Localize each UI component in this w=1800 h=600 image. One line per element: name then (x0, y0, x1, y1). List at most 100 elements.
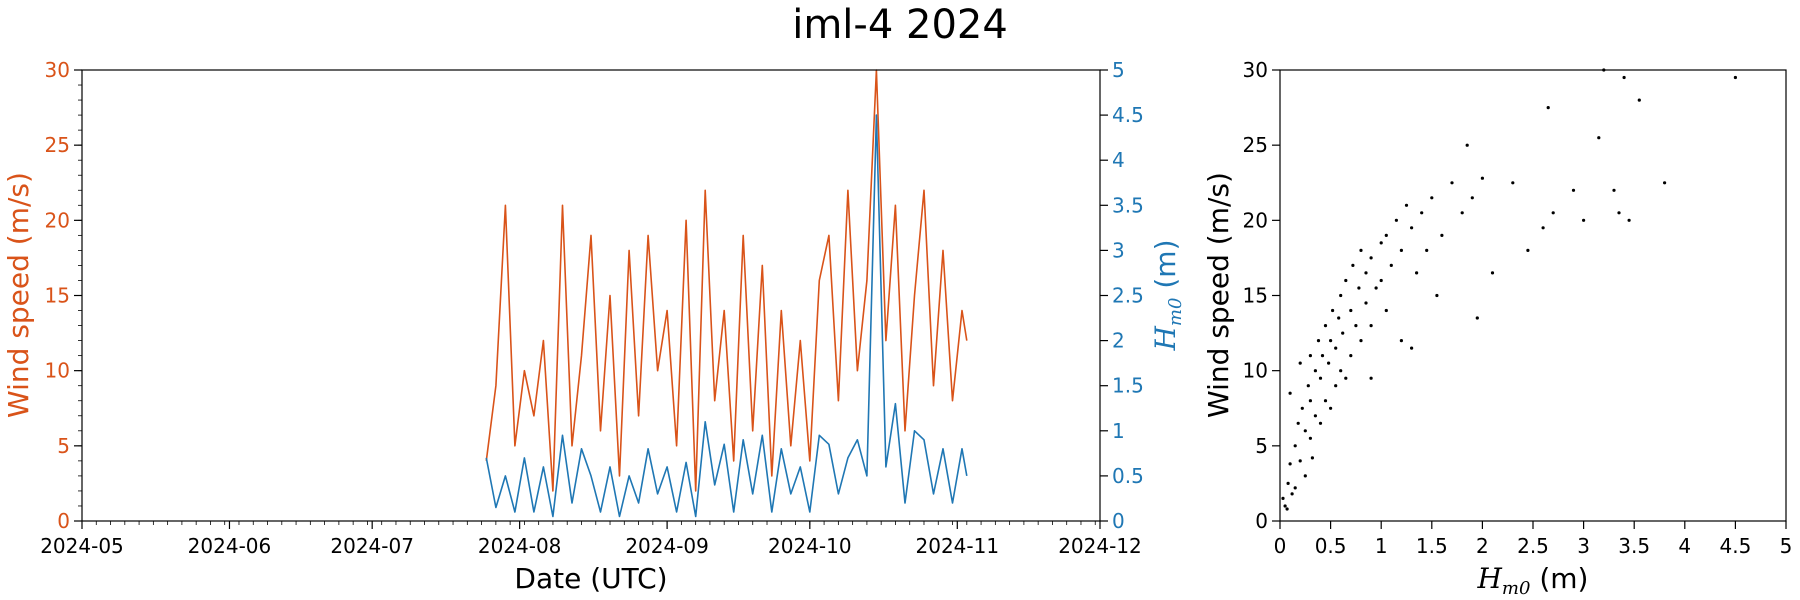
scatter-point (1344, 376, 1348, 380)
scatter-x-tick-label: 5 (1780, 534, 1793, 558)
x-tick-label: 2024-12 (1058, 534, 1142, 558)
y-tick-label: 10 (45, 359, 70, 383)
scatter-point (1308, 354, 1312, 358)
scatter-point (1310, 456, 1314, 460)
scatter-point (1410, 226, 1414, 230)
scatter-point (1313, 369, 1317, 373)
x-tick-label: 2024-05 (40, 534, 124, 558)
scatter-points (1281, 68, 1737, 511)
scatter-point (1369, 376, 1373, 380)
scatter-point (1399, 339, 1403, 343)
scatter-point (1617, 211, 1621, 215)
time-series-ticks (74, 69, 1108, 529)
scatter-point (1440, 233, 1444, 237)
scatter-point (1415, 271, 1419, 275)
scatter-x-tick-label: 1.5 (1416, 534, 1448, 558)
scatter-point (1404, 203, 1409, 207)
scatter-tick-labels: 0 0.5 1 1.5 2 2.5 3 3.5 4 4.5 5 0 5 10 15 20 25 30 (1243, 58, 1793, 558)
scatter-ticks (1272, 69, 1787, 529)
scatter-point (1288, 462, 1292, 466)
scatter-point (1379, 241, 1383, 245)
scatter-point (1354, 324, 1358, 328)
scatter-point (1663, 181, 1667, 185)
scatter-point (1290, 492, 1294, 496)
scatter-point (1318, 376, 1323, 380)
scatter-x-tick-label: 2 (1476, 534, 1489, 558)
figure-title: iml-4 2024 (792, 2, 1008, 48)
scatter-point (1480, 176, 1484, 180)
y2-tick-label: 1 (1112, 419, 1125, 443)
scatter-point (1349, 308, 1353, 313)
scatter-x-axis-label: Hm0 (m) (1477, 562, 1589, 599)
scatter-point (1460, 211, 1464, 215)
scatter-point (1364, 301, 1368, 305)
scatter-point (1298, 459, 1302, 463)
scatter-point (1351, 263, 1355, 267)
scatter-x-tick-label: 4 (1678, 534, 1691, 558)
scatter-point (1733, 75, 1737, 80)
y-tick-label: 15 (45, 284, 70, 308)
scatter-frame (1279, 69, 1787, 522)
scatter-point (1430, 196, 1434, 200)
y2-tick-label: 3.5 (1112, 193, 1144, 217)
scatter-point (1374, 286, 1378, 290)
time-series-frame (81, 69, 1101, 522)
scatter-point (1308, 399, 1312, 403)
scatter-point (1308, 436, 1312, 440)
scatter-x-tick-label: 4.5 (1719, 534, 1751, 558)
y2-tick-label: 2 (1112, 329, 1125, 353)
scatter-point (1622, 75, 1626, 80)
scatter-point (1334, 384, 1338, 388)
scatter-point (1612, 188, 1616, 192)
scatter-point (1511, 181, 1515, 185)
scatter-point (1571, 188, 1576, 192)
y2-tick-label: 4.5 (1112, 103, 1144, 127)
scatter-point (1359, 339, 1363, 343)
scatter-point (1300, 406, 1304, 410)
y2-tick-label: 5 (1112, 58, 1125, 82)
scatter-point (1296, 421, 1300, 425)
y2-axis-label-hm0: Hm0 (m) (1149, 240, 1186, 352)
scatter-point (1384, 233, 1388, 237)
scatter-point (1337, 316, 1341, 320)
scatter-point (1318, 421, 1323, 425)
y-tick-label: 0 (57, 509, 70, 533)
scatter-y-axis-label: Wind speed (m/s) (1202, 172, 1235, 418)
x-tick-label: 2024-07 (330, 534, 414, 558)
scatter-x-tick-label: 0.5 (1315, 534, 1347, 558)
scatter-point (1349, 354, 1353, 358)
scatter-x-tick-label: 2.5 (1517, 534, 1549, 558)
scatter-x-tick-label: 1 (1375, 534, 1388, 558)
scatter-point (1582, 218, 1586, 222)
scatter-point (1470, 196, 1474, 200)
scatter-y-tick-label: 15 (1243, 284, 1268, 308)
y-tick-label: 20 (45, 208, 70, 232)
scatter-point (1369, 256, 1373, 260)
scatter-point (1597, 136, 1601, 140)
scatter-point (1420, 211, 1424, 215)
scatter-point (1410, 346, 1414, 350)
scatter-point (1285, 507, 1289, 511)
scatter-x-tick-label: 3.5 (1618, 534, 1650, 558)
scatter-point (1551, 211, 1555, 215)
scatter-x-tick-label: 3 (1577, 534, 1590, 558)
scatter-point (1331, 308, 1335, 313)
y2-tick-label: 1.5 (1112, 374, 1144, 398)
scatter-point (1334, 346, 1338, 350)
scatter-point (1389, 263, 1393, 267)
scatter-point (1526, 248, 1530, 252)
y2-tick-label: 3 (1112, 238, 1125, 262)
scatter-point (1303, 429, 1307, 433)
x-tick-label: 2024-11 (916, 534, 1000, 558)
scatter-point (1364, 271, 1368, 275)
scatter-point (1546, 106, 1550, 110)
y2-tick-label: 2.5 (1112, 284, 1144, 308)
scatter-point (1283, 504, 1287, 508)
scatter-point (1303, 474, 1307, 478)
x-axis-label: Date (UTC) (514, 562, 667, 595)
scatter-point (1384, 308, 1388, 313)
x-tick-label: 2024-08 (478, 534, 562, 558)
scatter-point (1369, 324, 1373, 328)
scatter-point (1425, 248, 1429, 252)
